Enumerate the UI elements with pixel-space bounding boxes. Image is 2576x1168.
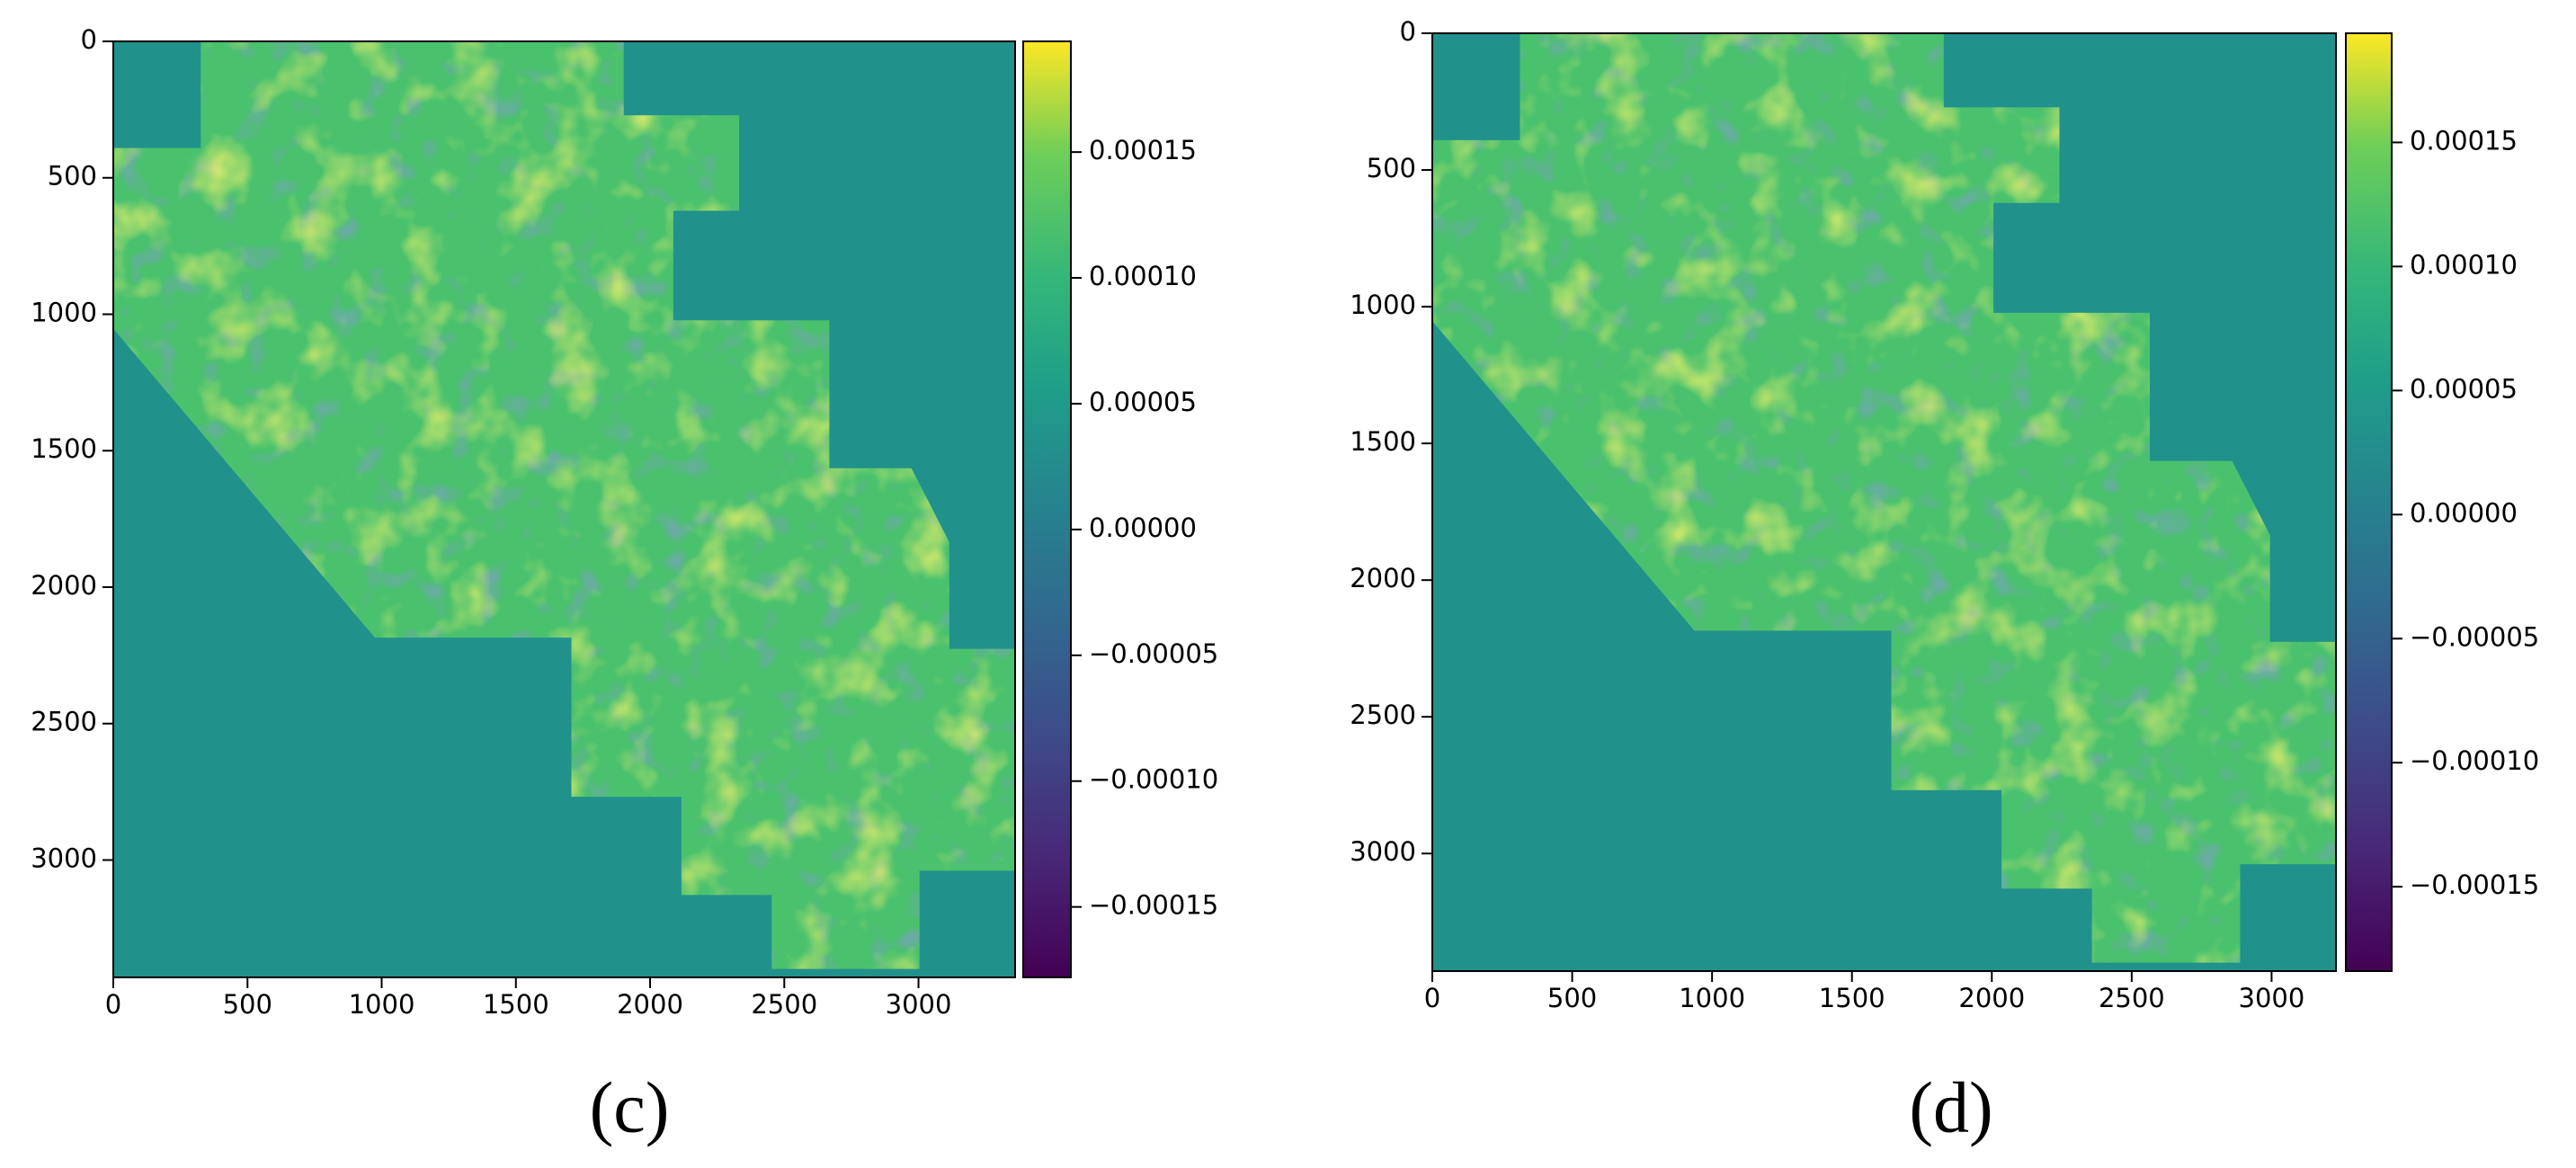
colorbar-tick-label: −0.00005: [1089, 638, 1218, 669]
colorbar-tick-label: 0.00010: [2410, 249, 2518, 280]
colorbar-tick-label: 0.00005: [1089, 387, 1197, 417]
x-tick-label: 1000: [349, 989, 415, 1020]
colorbar-tick-label: 0.00015: [2410, 125, 2518, 156]
panel-label: (d): [1909, 1068, 1992, 1147]
colorbar-tick-label: 0.00015: [1089, 135, 1197, 165]
y-tick-label: 1500: [31, 433, 97, 464]
y-tick-label: 500: [48, 161, 97, 192]
heatmap-image: [113, 41, 1015, 977]
x-tick-label: 2000: [1958, 983, 2025, 1013]
y-tick-label: 2500: [31, 707, 97, 737]
y-tick-label: 1500: [1350, 426, 1416, 457]
y-tick-label: 3000: [31, 843, 97, 873]
y-tick-label: 1000: [31, 297, 97, 327]
x-tick-label: 0: [1424, 983, 1440, 1013]
x-tick-label: 2500: [751, 989, 817, 1020]
y-tick-label: 2000: [1350, 563, 1416, 593]
x-tick-label: 2500: [2099, 983, 2165, 1013]
y-tick-label: 2000: [31, 570, 97, 601]
x-tick-label: 500: [223, 989, 272, 1020]
y-tick-label: 3000: [1350, 836, 1416, 867]
colorbar-tick-label: −0.00015: [1089, 890, 1218, 921]
colorbar-tick-label: −0.00005: [2410, 621, 2539, 652]
axes-frame: [1431, 32, 2337, 972]
x-tick-label: 2000: [617, 989, 683, 1020]
panel-label: (c): [590, 1068, 670, 1147]
x-tick-label: 0: [105, 989, 121, 1020]
y-tick-label: 0: [81, 24, 97, 55]
x-tick-label: 1000: [1679, 983, 1745, 1013]
x-tick-label: 3000: [886, 989, 952, 1020]
colorbar-tick-label: 0.00000: [1089, 513, 1197, 543]
heatmap-image: [1432, 33, 2336, 971]
colorbar-tick-label: −0.00010: [1089, 764, 1218, 795]
y-tick-label: 500: [1367, 153, 1416, 183]
colorbar: [2345, 32, 2393, 972]
colorbar-tick-label: 0.00000: [2410, 497, 2518, 528]
colorbar-tick-label: −0.00010: [2410, 745, 2539, 776]
y-tick-label: 2500: [1350, 700, 1416, 730]
x-tick-label: 1500: [483, 989, 549, 1020]
x-tick-label: 3000: [2239, 983, 2305, 1013]
x-tick-label: 1500: [1819, 983, 1885, 1013]
x-tick-label: 500: [1547, 983, 1597, 1013]
y-tick-label: 1000: [1350, 290, 1416, 320]
y-tick-label: 0: [1400, 16, 1416, 47]
axes-frame: [112, 40, 1016, 978]
colorbar-tick-label: 0.00005: [2410, 373, 2518, 404]
colorbar-tick-label: −0.00015: [2410, 869, 2539, 900]
colorbar-tick-label: 0.00010: [1089, 261, 1197, 291]
colorbar: [1022, 40, 1072, 978]
